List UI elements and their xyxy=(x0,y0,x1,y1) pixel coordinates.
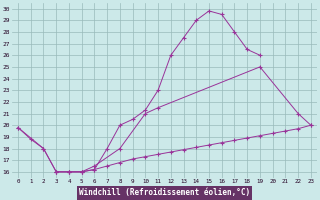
X-axis label: Windchill (Refroidissement éolien,°C): Windchill (Refroidissement éolien,°C) xyxy=(79,188,250,197)
